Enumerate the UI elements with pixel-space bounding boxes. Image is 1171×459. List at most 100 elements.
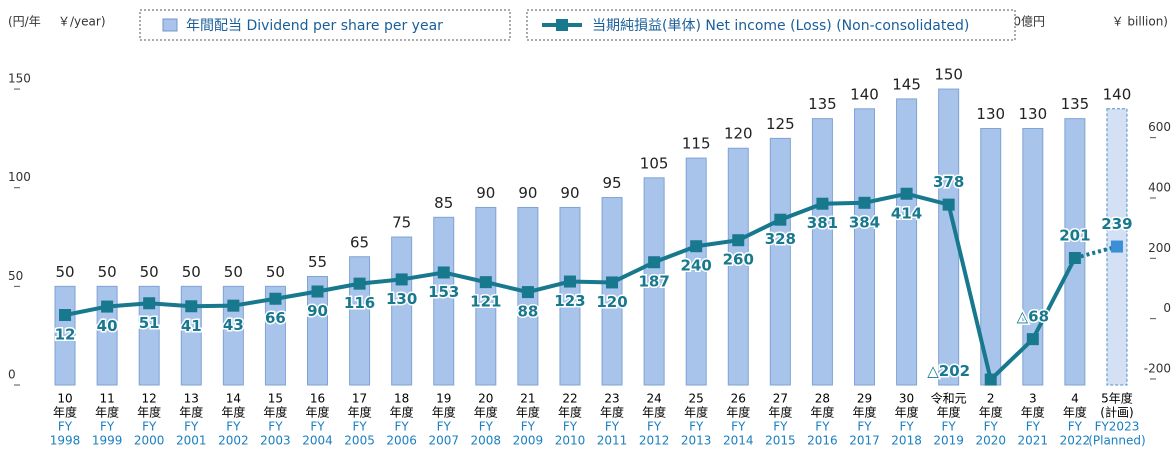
bar-label: 65 <box>350 233 369 251</box>
line-label: 121 <box>470 293 501 311</box>
y2-label: ￥ billion) <box>1112 15 1168 29</box>
x-tick-label: 2008 <box>471 434 502 448</box>
line-label: 240 <box>681 257 712 275</box>
line-marker <box>774 213 787 226</box>
x-tick-label: 14 <box>226 392 241 406</box>
x-tick-label: 年度 <box>1063 405 1087 420</box>
x-tick-label: 11 <box>99 392 114 406</box>
legend-box <box>526 9 1016 41</box>
bar <box>138 285 160 386</box>
x-tick-label: 27 <box>773 392 788 406</box>
x-tick-label: 2017 <box>849 434 880 448</box>
y-label: (円/年 <box>8 15 41 29</box>
line-marker <box>900 187 913 200</box>
line-marker <box>521 286 534 299</box>
x-tick-label: 28 <box>815 392 830 406</box>
x-tick-label: 2022 <box>1060 434 1091 448</box>
x-tick-label: 2002 <box>218 434 249 448</box>
x-tick-label: 2003 <box>260 434 291 448</box>
x-tick-label: 年度 <box>1021 405 1045 420</box>
bar <box>307 275 328 386</box>
x-tick-label: 2012 <box>639 434 670 448</box>
y-tick-label: 50 <box>8 269 23 283</box>
y2-tick-label: 400 <box>1148 180 1171 194</box>
x-tick-label: 2018 <box>891 434 922 448</box>
line-label: △68 <box>1017 308 1049 326</box>
x-tick-label: 26 <box>731 392 746 406</box>
x-tick-label: 2010 <box>555 434 586 448</box>
x-tick-label: 2021 <box>1018 434 1049 448</box>
x-tick-label: (Planned) <box>1088 434 1146 448</box>
line-marker <box>984 373 997 386</box>
x-tick-label: 16 <box>310 392 325 406</box>
line-label: 123 <box>554 292 585 310</box>
line-label: 153 <box>428 283 459 301</box>
x-tick-label: 10 <box>57 392 72 406</box>
x-tick-label: 年度 <box>937 405 961 420</box>
x-tick-label: FY <box>1068 420 1083 434</box>
y2-tick-label: -200 <box>1144 361 1171 375</box>
line-label: 328 <box>765 230 796 248</box>
line-marker <box>648 256 661 269</box>
x-tick-label: 20 <box>478 392 493 406</box>
x-tick-label: (計画) <box>1100 405 1133 420</box>
x-tick-label: FY <box>857 420 872 434</box>
line-marker <box>1110 240 1123 253</box>
x-tick-label: FY <box>984 420 999 434</box>
bar-label: 95 <box>602 174 621 192</box>
x-tick-label: 年度 <box>390 405 414 420</box>
bar <box>854 108 875 386</box>
x-tick-label: 年度 <box>263 405 287 420</box>
line-marker <box>1026 333 1039 346</box>
line-label: 260 <box>723 251 754 269</box>
bar-label: 50 <box>224 263 243 281</box>
x-tick-label: FY <box>773 420 788 434</box>
y2-tick-label: 600 <box>1148 120 1171 134</box>
line-marker <box>690 240 703 253</box>
line-marker <box>59 309 72 322</box>
x-tick-label: 2007 <box>428 434 459 448</box>
bar-label: 135 <box>808 95 837 113</box>
bar <box>391 236 413 386</box>
bar-label: 130 <box>1018 105 1047 123</box>
x-tick-label: 年度 <box>726 405 750 420</box>
x-tick-label: 29 <box>857 392 872 406</box>
x-tick-label: 3 <box>1029 392 1037 406</box>
x-tick-label: FY <box>899 420 914 434</box>
line-label: 116 <box>344 294 375 312</box>
line-marker <box>606 276 619 289</box>
x-tick-label: 13 <box>184 392 199 406</box>
x-tick-label: 1999 <box>92 434 123 448</box>
y-tick-label: 0 <box>8 368 16 382</box>
x-tick-label: 年度 <box>852 405 876 420</box>
line-label: 12 <box>55 326 76 344</box>
bar <box>349 256 371 386</box>
line-planned <box>1074 244 1118 260</box>
line-marker <box>563 275 576 288</box>
line-label: 51 <box>139 314 160 332</box>
bar-label: 140 <box>1103 85 1132 103</box>
x-tick-label: 18 <box>394 392 409 406</box>
bar <box>685 157 707 386</box>
line-marker <box>353 277 366 290</box>
x-tick-label: 年度 <box>348 405 372 420</box>
bar <box>938 88 960 386</box>
x-tick-label: 2000 <box>134 434 165 448</box>
bar-label: 90 <box>476 184 495 202</box>
x-tick-label: FY <box>605 420 620 434</box>
line-label: 381 <box>807 214 838 232</box>
x-tick-label: FY2023 <box>1095 420 1140 434</box>
legend-box <box>139 9 511 41</box>
bar-label: 50 <box>182 263 201 281</box>
line-marker <box>311 285 324 298</box>
x-tick-label: 2019 <box>933 434 964 448</box>
line-marker <box>858 196 871 209</box>
x-tick-label: FY <box>1026 420 1041 434</box>
line-marker <box>269 292 282 305</box>
line-label: 90 <box>307 302 328 320</box>
line-label: 239 <box>1101 215 1132 233</box>
x-tick-label: 年度 <box>53 405 77 420</box>
x-tick-label: 年度 <box>516 405 540 420</box>
x-tick-label: 2011 <box>597 434 628 448</box>
bar-label: 50 <box>140 263 159 281</box>
